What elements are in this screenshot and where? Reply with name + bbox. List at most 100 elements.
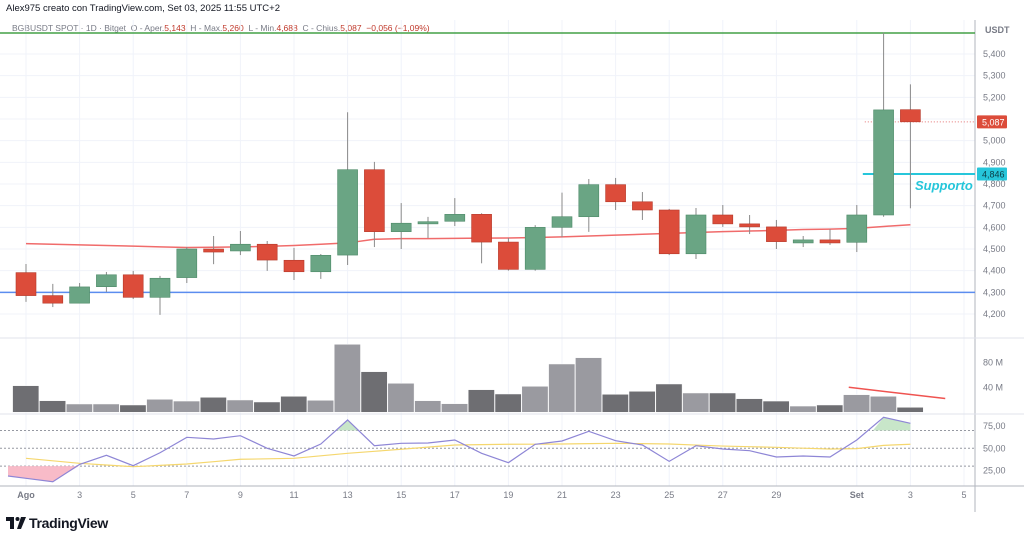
time-axis-label: 17 bbox=[450, 490, 460, 500]
candle bbox=[203, 236, 224, 265]
volume-bar bbox=[307, 400, 334, 413]
rsi-line bbox=[7, 416, 911, 483]
candle bbox=[605, 177, 626, 211]
rsi-oversold-fill bbox=[8, 466, 79, 482]
candle-body bbox=[417, 221, 439, 225]
rsi-tick-label: 50,00 bbox=[983, 443, 1006, 453]
rsi-tick-label: 25,00 bbox=[983, 466, 1006, 476]
candle-body bbox=[364, 169, 385, 232]
low-label: L - Min. bbox=[248, 23, 277, 33]
candle-body bbox=[846, 214, 868, 243]
candle-body bbox=[42, 295, 64, 304]
price-tick-label: 5,300 bbox=[983, 71, 1006, 81]
candle-body bbox=[149, 277, 171, 298]
support-price-tag-bg bbox=[977, 167, 1007, 181]
candle bbox=[766, 219, 787, 250]
candle-body bbox=[310, 254, 332, 273]
candle-body bbox=[283, 259, 305, 273]
candle bbox=[176, 247, 198, 284]
candle-body bbox=[444, 214, 466, 222]
price-tick-label: 4,600 bbox=[983, 222, 1006, 232]
ohlc-legend: BGBUSDT SPOT · 1D · Bitget O - Aper.5,14… bbox=[12, 23, 430, 33]
candle bbox=[471, 213, 492, 264]
volume-bar bbox=[789, 405, 817, 413]
volume-bar bbox=[682, 392, 710, 413]
candle bbox=[256, 240, 278, 271]
rsi-ma-line bbox=[25, 442, 911, 468]
symbol-label[interactable]: BGBUSDT SPOT · 1D · Bitget bbox=[12, 23, 126, 33]
volume-bar bbox=[199, 397, 227, 413]
price-tick-label: 5,000 bbox=[983, 136, 1006, 146]
candle-body bbox=[819, 239, 841, 244]
candle bbox=[149, 275, 171, 315]
price-tick-label: 4,300 bbox=[983, 287, 1006, 297]
time-axis-label: 5 bbox=[131, 490, 136, 500]
time-axis-label: 21 bbox=[557, 490, 567, 500]
volume-bar bbox=[39, 400, 66, 413]
volume-bar bbox=[173, 400, 200, 413]
candle bbox=[310, 253, 332, 279]
tradingview-logo: TradingView bbox=[6, 515, 108, 531]
volume-bar bbox=[494, 393, 522, 413]
volume-bar bbox=[896, 407, 924, 413]
volume-bar bbox=[387, 383, 415, 413]
time-axis-label: 7 bbox=[184, 490, 189, 500]
open-label: O - Aper. bbox=[130, 23, 165, 33]
candle-body bbox=[685, 214, 707, 255]
price-tick-label: 4,900 bbox=[983, 157, 1006, 167]
support-price-tag: 4,846 bbox=[982, 170, 1005, 180]
time-axis-label: 3 bbox=[77, 490, 82, 500]
candle-body bbox=[15, 272, 37, 296]
candle bbox=[685, 208, 707, 259]
candle bbox=[658, 208, 680, 256]
volume-bar bbox=[12, 385, 40, 413]
volume-bar bbox=[869, 396, 897, 413]
candle-body bbox=[230, 243, 251, 252]
price-tick-label: 4,800 bbox=[983, 179, 1006, 189]
volume-bar bbox=[280, 396, 308, 413]
candle-body bbox=[203, 248, 224, 253]
time-axis-label: 23 bbox=[611, 490, 621, 500]
price-tick-label: 4,400 bbox=[983, 266, 1006, 276]
volume-bar bbox=[601, 394, 629, 413]
candle bbox=[551, 192, 573, 238]
volume-bar bbox=[253, 401, 281, 413]
volume-tick-label: 40 M bbox=[983, 382, 1003, 392]
candle-body bbox=[712, 214, 734, 225]
candle-body bbox=[69, 286, 90, 304]
volume-bar bbox=[414, 400, 442, 413]
time-axis-label: 9 bbox=[238, 490, 243, 500]
time-axis-label: 19 bbox=[503, 490, 513, 500]
rsi-overbought-fill bbox=[336, 419, 359, 431]
candle-body bbox=[766, 226, 787, 242]
support-text: Supporto bbox=[915, 178, 973, 193]
price-tick-label: 5,400 bbox=[983, 49, 1006, 59]
volume-bar bbox=[65, 403, 93, 413]
candle bbox=[524, 225, 546, 271]
candle-body bbox=[605, 184, 626, 203]
time-axis-label: Set bbox=[850, 490, 864, 500]
time-axis-label: 29 bbox=[771, 490, 781, 500]
volume-bar bbox=[441, 403, 468, 413]
time-axis-label: 11 bbox=[289, 490, 298, 500]
candle-body bbox=[739, 223, 760, 228]
price-tick-label: 4,200 bbox=[983, 309, 1006, 319]
high-value: 5,260 bbox=[222, 23, 244, 33]
volume-bar bbox=[92, 403, 120, 413]
volume-bar bbox=[709, 392, 736, 413]
candle-body bbox=[632, 201, 653, 211]
volume-bar bbox=[762, 400, 790, 413]
candle bbox=[337, 112, 358, 266]
last-price-tag-bg bbox=[977, 115, 1007, 129]
volume-bar bbox=[119, 404, 147, 413]
volume-bar bbox=[146, 399, 174, 413]
time-axis-label: 15 bbox=[396, 490, 406, 500]
volume-bar bbox=[735, 398, 763, 413]
volume-bar bbox=[843, 394, 870, 413]
candle-body bbox=[658, 209, 680, 255]
candle bbox=[96, 271, 117, 292]
volume-tick-label: 80 M bbox=[983, 357, 1003, 367]
high-label: H - Max. bbox=[190, 23, 223, 33]
candle bbox=[15, 263, 37, 302]
